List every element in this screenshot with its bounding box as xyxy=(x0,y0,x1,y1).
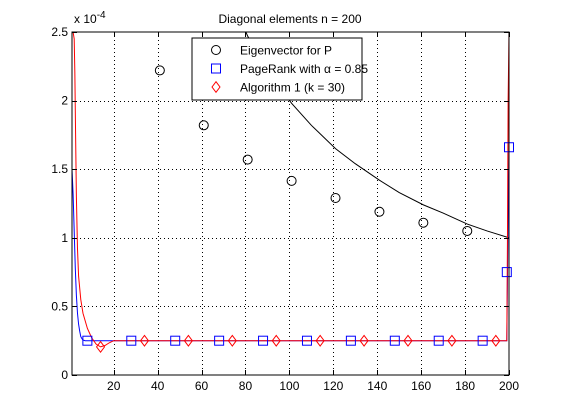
legend-entry: PageRank with α = 0.85 xyxy=(240,62,368,76)
y-tick-label: 1.5 xyxy=(51,162,68,176)
y-tick-label: 0 xyxy=(61,368,68,382)
data-point-diamond xyxy=(403,334,413,347)
data-point-diamond xyxy=(227,334,237,347)
x-tick-label: 40 xyxy=(151,379,165,393)
y-tick-label: 1 xyxy=(61,231,68,245)
x-tick-label: 160 xyxy=(411,379,431,393)
data-point-square xyxy=(82,335,93,346)
y-exponent-label: x 10-4 xyxy=(74,10,106,26)
data-point-circle xyxy=(154,65,165,76)
data-point-diamond xyxy=(359,334,369,347)
y-exponent-power: -4 xyxy=(97,10,106,21)
legend-entry: Eigenvector for P xyxy=(240,44,332,58)
x-tick-label: 200 xyxy=(499,379,519,393)
data-point-diamond xyxy=(139,334,150,347)
x-tick-label: 180 xyxy=(455,379,475,393)
axes: 20 40 60 80 100 120 140 160 180 200 0 0.5 1 1.5 2 2.5 xyxy=(51,25,519,393)
data-point-circle xyxy=(418,217,429,228)
grid xyxy=(72,32,509,375)
data-point-square xyxy=(389,335,400,346)
data-point-circle xyxy=(330,193,341,204)
legend-entry: Algorithm 1 (k = 30) xyxy=(240,81,345,95)
series-line-circle xyxy=(245,32,509,239)
y-tick-label: 0.5 xyxy=(51,299,68,313)
y-tick-label: 2.5 xyxy=(51,25,68,39)
data-point-diamond xyxy=(95,340,106,354)
data-point-circle xyxy=(242,154,253,165)
data-point-circle xyxy=(462,225,473,236)
data-point-square xyxy=(477,335,488,346)
data-point-circle xyxy=(286,175,297,186)
data-point-square xyxy=(433,335,444,346)
data-point-square xyxy=(126,335,137,346)
data-point-diamond xyxy=(491,334,501,347)
data-point-diamond xyxy=(183,334,193,347)
x-tick-label: 140 xyxy=(367,379,387,393)
data-point-circle xyxy=(198,120,209,131)
x-tick-label: 80 xyxy=(239,379,253,393)
legend: Eigenvector for P PageRank with α = 0.85 A… xyxy=(191,37,368,101)
data-point-diamond xyxy=(271,334,281,347)
data-point-diamond xyxy=(315,334,325,347)
legend-marker-circle xyxy=(211,45,221,55)
x-tick-label: 120 xyxy=(323,379,343,393)
legend-marker-diamond xyxy=(211,80,221,94)
data-point-square xyxy=(301,335,312,346)
data-point-square xyxy=(258,335,269,346)
data-point-square xyxy=(214,335,225,346)
data-point-diamond xyxy=(447,334,457,347)
data-point-square xyxy=(345,335,356,346)
chart-title: Diagonal elements n = 200 xyxy=(218,12,361,26)
x-tick-label: 100 xyxy=(279,379,299,393)
data-point-square xyxy=(170,335,181,346)
data-point-square xyxy=(501,267,512,278)
legend-marker-square xyxy=(211,63,221,74)
x-tick-label: 60 xyxy=(195,379,209,393)
x-tick-label: 20 xyxy=(107,379,121,393)
data-point-circle xyxy=(374,206,385,217)
y-tick-label: 2 xyxy=(61,94,68,108)
plot-frame xyxy=(71,31,510,376)
y-exponent-base: x 10 xyxy=(74,12,97,26)
marker-layer xyxy=(82,65,514,354)
